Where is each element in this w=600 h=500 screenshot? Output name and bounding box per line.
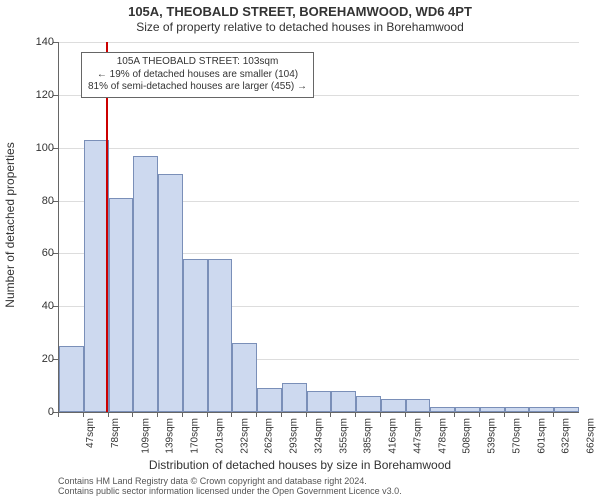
x-tick-label: 293sqm [289, 418, 300, 454]
annotation-line-2: ← 19% of detached houses are smaller (10… [88, 69, 307, 82]
annotation-line-3: 81% of semi-detached houses are larger (… [88, 81, 307, 94]
y-tick-label: 20 [14, 353, 54, 365]
plot-area: 105A THEOBALD STREET: 103sqm ← 19% of de… [58, 42, 579, 413]
x-tick-label: 47sqm [85, 418, 96, 448]
y-tick-label: 40 [14, 300, 54, 312]
x-tick-label: 447sqm [412, 418, 423, 454]
chart-container: 105A, THEOBALD STREET, BOREHAMWOOD, WD6 … [0, 0, 600, 500]
footer: Contains HM Land Registry data © Crown c… [58, 476, 402, 497]
y-tick-label: 140 [14, 36, 54, 48]
x-tick-label: 601sqm [536, 418, 547, 454]
x-tick-label: 385sqm [363, 418, 374, 454]
bar [133, 156, 158, 412]
bar [331, 391, 356, 412]
x-tick-label: 662sqm [586, 418, 597, 454]
x-tick-label: 109sqm [140, 418, 151, 454]
y-tick-label: 0 [14, 406, 54, 418]
x-tick-label: 78sqm [110, 418, 121, 448]
bar [208, 259, 233, 412]
bar [232, 343, 257, 412]
x-tick-label: 508sqm [462, 418, 473, 454]
x-tick-label: 139sqm [165, 418, 176, 454]
x-tick-label: 570sqm [512, 418, 523, 454]
footer-line-1: Contains HM Land Registry data © Crown c… [58, 476, 402, 486]
y-tick-label: 60 [14, 247, 54, 259]
bar [282, 383, 307, 412]
marker-line [106, 42, 108, 412]
bar [381, 399, 406, 412]
x-axis-label: Distribution of detached houses by size … [0, 458, 600, 472]
x-tick-label: 632sqm [561, 418, 572, 454]
x-tick-label: 170sqm [190, 418, 201, 454]
footer-line-2: Contains public sector information licen… [58, 486, 402, 496]
bar [257, 388, 282, 412]
y-tick-label: 120 [14, 89, 54, 101]
bar [109, 198, 134, 412]
x-tick-label: 355sqm [338, 418, 349, 454]
chart-title: 105A, THEOBALD STREET, BOREHAMWOOD, WD6 … [0, 4, 600, 19]
bar [307, 391, 332, 412]
bar [406, 399, 431, 412]
x-tick-label: 201sqm [214, 418, 225, 454]
bar [356, 396, 381, 412]
bar [84, 140, 109, 412]
annotation-box: 105A THEOBALD STREET: 103sqm ← 19% of de… [81, 52, 314, 98]
bar [59, 346, 84, 412]
x-tick-label: 324sqm [313, 418, 324, 454]
x-tick-label: 232sqm [239, 418, 250, 454]
bar [183, 259, 208, 412]
x-tick-label: 478sqm [437, 418, 448, 454]
bars-group [59, 42, 579, 412]
x-tick-label: 416sqm [388, 418, 399, 454]
x-tick-label: 539sqm [487, 418, 498, 454]
y-tick-label: 100 [14, 142, 54, 154]
annotation-line-1: 105A THEOBALD STREET: 103sqm [88, 56, 307, 69]
y-axis-label: Number of detached properties [3, 142, 17, 307]
bar [158, 174, 183, 412]
y-tick-label: 80 [14, 195, 54, 207]
x-tick-label: 262sqm [264, 418, 275, 454]
chart-subtitle: Size of property relative to detached ho… [0, 20, 600, 34]
